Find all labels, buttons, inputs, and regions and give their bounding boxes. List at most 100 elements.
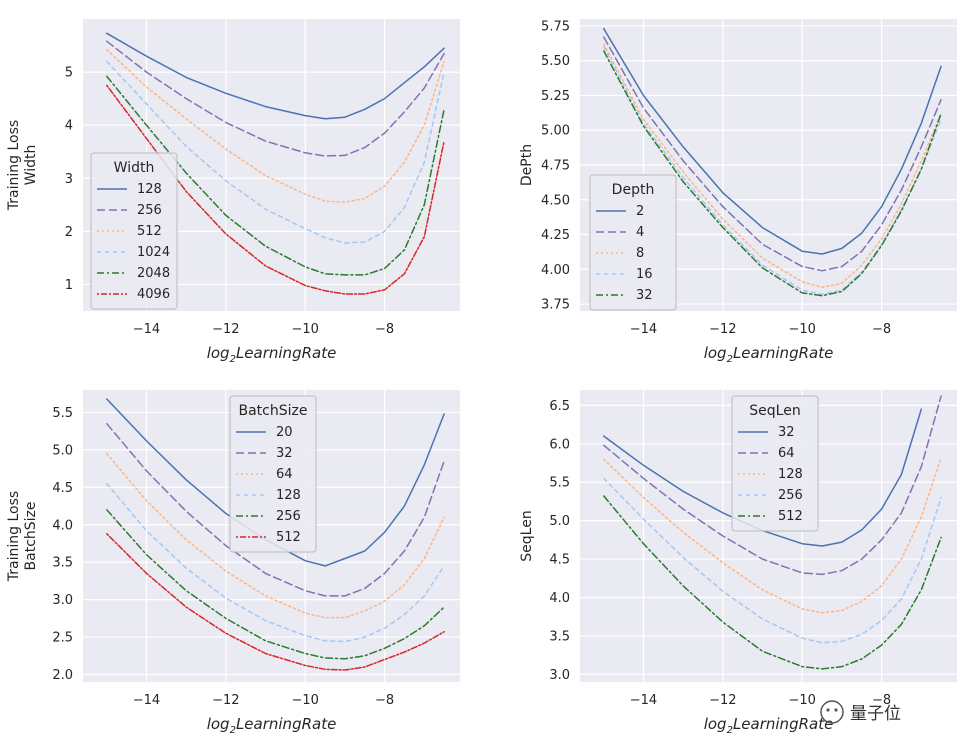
- x-tick-label: −12: [709, 322, 736, 337]
- series-line-8: [603, 43, 942, 289]
- x-axis-label-log: log: [704, 715, 727, 733]
- y-tick-label: 3.5: [549, 629, 570, 644]
- x-tick-label: −14: [630, 693, 657, 708]
- legend: BatchSize 20 32 64 128 256 512: [229, 395, 317, 553]
- y-tick-label: 4.5: [52, 481, 73, 496]
- x-tick-label: −10: [789, 322, 816, 337]
- y-tick-label: 6.5: [549, 399, 570, 414]
- wechat-icon: [820, 700, 844, 724]
- y-tick-label: 5.5: [52, 406, 73, 421]
- x-axis-label: log2LearningRate: [207, 344, 337, 365]
- y-tick-label: 4.75: [541, 159, 570, 174]
- legend-item-16: 16: [636, 267, 653, 282]
- y-tick-label: 4: [65, 119, 73, 134]
- legend-box: [589, 174, 677, 311]
- y-axis-label: DePth: [519, 144, 535, 186]
- series-line-512: [106, 49, 445, 203]
- x-axis-label-rest: LearningRate: [236, 344, 336, 362]
- x-tick-label: −14: [133, 322, 160, 337]
- x-tick-label: −8: [375, 693, 394, 708]
- legend-item-128: 128: [276, 488, 301, 503]
- y-tick-label: 4.5: [549, 553, 570, 568]
- series-line-128: [106, 32, 445, 120]
- legend-box: [90, 152, 178, 310]
- legend-item-4: 4: [636, 225, 644, 240]
- legend-item-1024: 1024: [137, 245, 170, 260]
- y-tick-label: 4.0: [549, 591, 570, 606]
- legend-item-64: 64: [778, 446, 795, 461]
- watermark: 量子位: [820, 700, 901, 724]
- legend-item-2048: 2048: [137, 266, 170, 281]
- x-axis-label-subscript: 2: [230, 725, 236, 736]
- y-tick-label: 5.0: [52, 443, 73, 458]
- legend-title: SeqLen: [749, 403, 800, 419]
- x-axis-label-rest: LearningRate: [733, 715, 833, 733]
- legend-title: Depth: [612, 182, 655, 198]
- y-tick-label: 5.00: [541, 124, 570, 139]
- legend-item-64: 64: [276, 467, 293, 482]
- y-axis-label-line: SeqLen: [519, 510, 535, 561]
- x-axis-label-log: log: [207, 344, 230, 362]
- x-tick-label: −10: [292, 693, 319, 708]
- legend: Width 128 256 512 1024 2048 4096: [90, 152, 178, 310]
- y-axis-label-line: BatchSize: [23, 502, 39, 571]
- y-tick-label: 5.5: [549, 476, 570, 491]
- series-line-64: [603, 395, 942, 576]
- y-tick-label: 3.75: [541, 298, 570, 313]
- x-axis-label-rest: LearningRate: [236, 715, 336, 733]
- series-line-32: [603, 408, 923, 547]
- legend-item-8: 8: [636, 246, 644, 261]
- y-tick-label: 5.0: [549, 514, 570, 529]
- legend-item-512: 512: [276, 530, 301, 545]
- x-axis-label-subscript: 2: [230, 354, 236, 365]
- y-tick-label: 5: [65, 66, 73, 81]
- x-axis-label: log2LearningRate: [207, 715, 337, 736]
- wechat-icon-eye: [834, 708, 838, 712]
- watermark-text: 量子位: [850, 704, 901, 724]
- y-tick-label: 2: [65, 225, 73, 240]
- series-line-4: [603, 36, 942, 272]
- y-axis-label: Training LossWidth: [6, 120, 39, 211]
- x-tick-label: −10: [789, 693, 816, 708]
- legend-box: [731, 395, 819, 532]
- series-line-256: [106, 40, 445, 157]
- x-axis-label-log: log: [207, 715, 230, 733]
- y-tick-label: 2.5: [52, 631, 73, 646]
- y-tick-label: 5.75: [541, 19, 570, 34]
- series-line-64: [106, 452, 445, 619]
- y-axis-label: Training LossBatchSize: [6, 491, 39, 582]
- x-tick-label: −12: [212, 322, 239, 337]
- legend-item-256: 256: [276, 509, 301, 524]
- legend-item-256: 256: [778, 488, 803, 503]
- x-axis-label-subscript: 2: [727, 354, 733, 365]
- series-line-512: [603, 495, 942, 670]
- series-line-512: [106, 533, 445, 671]
- legend-item-32: 32: [636, 288, 653, 303]
- legend-item-128: 128: [137, 182, 162, 197]
- y-axis-label-line: Width: [23, 145, 39, 186]
- x-tick-label: −8: [872, 322, 891, 337]
- x-tick-label: −10: [292, 322, 319, 337]
- legend-item-32: 32: [778, 425, 795, 440]
- x-axis-label: log2LearningRate: [704, 715, 834, 736]
- chart-panel-4: −14 −12 −10 −8 3.0 3.5 4.0 4.5 5.0 5.5 6.0 6.5 SeqLe…: [519, 390, 957, 736]
- legend-title: BatchSize: [239, 403, 308, 419]
- legend-item-20: 20: [276, 425, 293, 440]
- x-tick-label: −14: [133, 693, 160, 708]
- x-tick-label: −12: [212, 693, 239, 708]
- legend-item-256: 256: [137, 203, 162, 218]
- series-line-32: [106, 422, 445, 597]
- x-axis-label-subscript: 2: [727, 725, 733, 736]
- series-line-2: [603, 27, 942, 255]
- y-tick-label: 5.50: [541, 54, 570, 69]
- x-tick-label: −14: [630, 322, 657, 337]
- y-tick-label: 6.0: [549, 437, 570, 452]
- legend-item-4096: 4096: [137, 287, 170, 302]
- series-line-4096: [106, 84, 445, 295]
- legend: Depth 2 4 8 16 32: [589, 174, 677, 311]
- y-tick-label: 4.0: [52, 518, 73, 533]
- y-tick-label: 4.25: [541, 228, 570, 243]
- y-axis-label-line: Training Loss: [6, 491, 22, 582]
